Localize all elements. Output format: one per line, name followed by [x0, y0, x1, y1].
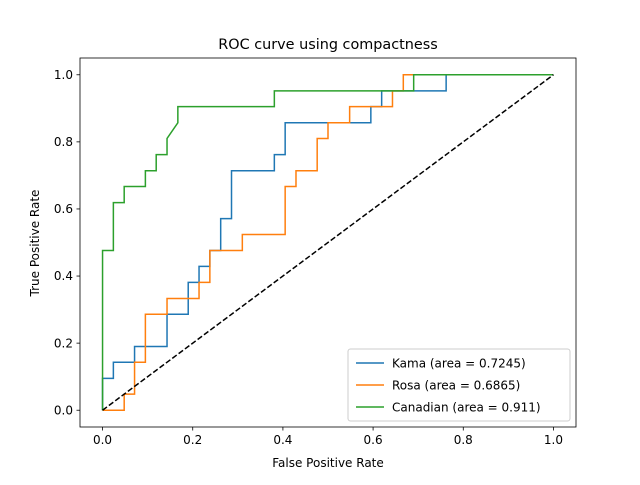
x-tick-label: 0.6: [364, 433, 383, 447]
y-tick-label: 0.2: [54, 336, 73, 350]
y-tick-label: 0.8: [54, 135, 73, 149]
reference-diagonal-line: [102, 74, 554, 411]
legend: Kama (area = 0.7245) Rosa (area = 0.6865)…: [347, 348, 571, 422]
series-line-2: [101, 74, 554, 411]
plot-area: 0.0 0.2 0.4 0.6 0.8 1.0 0.0 0.2 0.4 0.6 0.8 1.0: [54, 57, 577, 447]
legend-label-2: Canadian (area = 0.911): [392, 400, 541, 414]
axes-frame: [79, 57, 577, 428]
x-tick-label: 0.0: [93, 433, 112, 447]
y-tick-label: 0.4: [54, 269, 73, 283]
legend-label-1: Rosa (area = 0.6865): [392, 378, 520, 392]
y-axis-label: True Positive Rate: [28, 190, 42, 298]
chart-title: ROC curve using compactness: [218, 37, 438, 53]
x-tick-label: 0.4: [273, 433, 292, 447]
legend-box: [347, 348, 571, 422]
series-line-1: [102, 74, 554, 411]
y-tick-label: 0.6: [54, 202, 73, 216]
y-tick-label: 1.0: [54, 68, 73, 82]
legend-label-0: Kama (area = 0.7245): [392, 356, 526, 370]
x-axis-label: False Positive Rate: [272, 456, 384, 470]
x-tick-label: 1.0: [544, 433, 563, 447]
x-tick-label: 0.8: [454, 433, 473, 447]
y-tick-label: 0.0: [54, 403, 73, 417]
x-tick-label: 0.2: [183, 433, 202, 447]
